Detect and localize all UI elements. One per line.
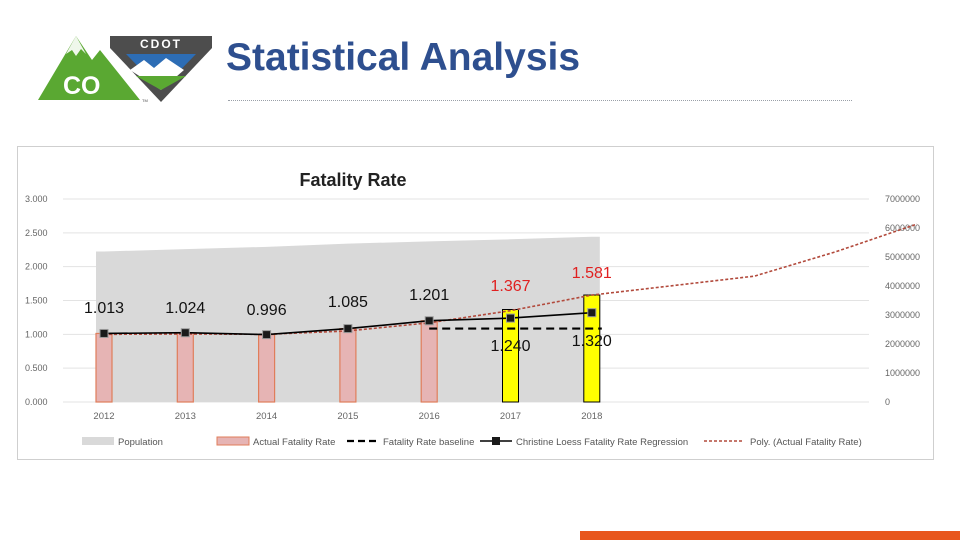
- x-tick-label: 2018: [581, 411, 602, 422]
- legend-label: Population: [118, 437, 163, 448]
- y-right-tick-label: 5000000: [885, 252, 920, 262]
- footer-accent-bar: [580, 531, 960, 540]
- page-title: Statistical Analysis: [226, 36, 581, 79]
- legend-label: Christine Loess Fatality Rate Regression: [516, 437, 688, 448]
- data-label: 1.085: [328, 294, 368, 311]
- regression-marker: [262, 330, 272, 340]
- legend-label: Poly. (Actual Fatality Rate): [750, 437, 862, 448]
- y-right-tick-label: 7000000: [885, 194, 920, 204]
- x-tick-label: 2016: [419, 411, 440, 422]
- x-tick-label: 2017: [500, 411, 521, 422]
- legend-item: Christine Loess Fatality Rate Regression: [480, 437, 688, 448]
- regression-marker: [99, 328, 109, 338]
- chart-title: Fatality Rate: [299, 170, 406, 190]
- data-label: 1.367: [490, 278, 530, 295]
- y-right-tick-label: 3000000: [885, 310, 920, 320]
- logo-co-text: CO: [63, 72, 101, 100]
- fatality-rate-bar: [420, 320, 438, 403]
- x-tick-label: 2015: [337, 411, 358, 422]
- data-label: 1.013: [84, 300, 124, 317]
- data-label: 1.240: [490, 338, 530, 355]
- legend-item: Population: [82, 437, 163, 448]
- fatality-rate-bar: [339, 327, 357, 403]
- logo-cdot-text: CDOT: [140, 37, 182, 51]
- chart-legend: Population Actual Fatality Rate Fatality R…: [82, 436, 862, 448]
- regression-marker: [424, 316, 434, 326]
- data-label: 1.320: [572, 333, 612, 350]
- y-left-tick-label: 2.500: [25, 228, 48, 238]
- y-left-tick-label: 0.500: [25, 363, 48, 373]
- regression-marker: [180, 328, 190, 338]
- fatality-rate-bar: [502, 308, 519, 403]
- fatality-rate-bar: [258, 334, 276, 403]
- y-left-tick-label: 3.000: [25, 194, 48, 204]
- legend-item: Actual Fatality Rate: [216, 436, 335, 448]
- x-tick-label: 2013: [175, 411, 196, 422]
- title-divider: [228, 100, 852, 101]
- data-label: 1.581: [572, 265, 612, 282]
- actual-fatality-rate-bars: [95, 294, 601, 403]
- y-axis-left: 0.000 0.500 1.000 1.500 2.000 2.500 3.000: [25, 194, 48, 407]
- legend-label: Actual Fatality Rate: [253, 437, 335, 448]
- legend-swatch-marker: [492, 437, 500, 445]
- population-area: [96, 236, 600, 402]
- data-label: 0.996: [247, 302, 287, 319]
- x-axis: 2012 2013 2014 2015 2016 2017 2018: [93, 411, 602, 422]
- x-tick-label: 2014: [256, 411, 277, 422]
- regression-marker: [587, 308, 597, 318]
- fatality-rate-chart: Fatality Rate 0.000 0.500 1.000 1.500 2.000 2…: [25, 170, 920, 448]
- legend-swatch-population: [82, 437, 114, 445]
- y-left-tick-label: 1.500: [25, 296, 48, 306]
- x-tick-label: 2012: [93, 411, 114, 422]
- y-left-tick-label: 0.000: [25, 397, 48, 407]
- y-right-tick-label: 2000000: [885, 339, 920, 349]
- y-right-tick-label: 1000000: [885, 368, 920, 378]
- y-left-tick-label: 2.000: [25, 262, 48, 272]
- y-right-tick-label: 4000000: [885, 281, 920, 291]
- data-labels: 1.013 1.024 0.996 1.085 1.201 1.367 1.581 1.240…: [84, 265, 612, 355]
- regression-marker: [343, 324, 353, 334]
- fatality-rate-bar: [176, 332, 194, 403]
- legend-swatch-bar: [216, 436, 250, 446]
- co-mountain-icon: [38, 36, 140, 100]
- y-right-tick-label: 6000000: [885, 223, 920, 233]
- regression-series: [99, 308, 597, 340]
- fatality-rate-bar: [95, 332, 113, 403]
- legend-item: Fatality Rate baseline: [347, 437, 474, 448]
- cdot-logo: CO CDOT TM: [38, 36, 212, 103]
- y-left-tick-label: 1.000: [25, 329, 48, 339]
- regression-marker: [506, 313, 515, 323]
- y-right-tick-label: 0: [885, 397, 890, 407]
- data-label: 1.024: [165, 300, 205, 317]
- population-area-series: [96, 236, 600, 402]
- legend-label: Fatality Rate baseline: [383, 437, 474, 448]
- logo-tm: TM: [142, 98, 148, 103]
- data-label: 1.201: [409, 287, 449, 304]
- legend-item: Poly. (Actual Fatality Rate): [704, 437, 862, 448]
- y-axis-right: 0 1000000 2000000 3000000 4000000 5000000 6000…: [885, 194, 920, 407]
